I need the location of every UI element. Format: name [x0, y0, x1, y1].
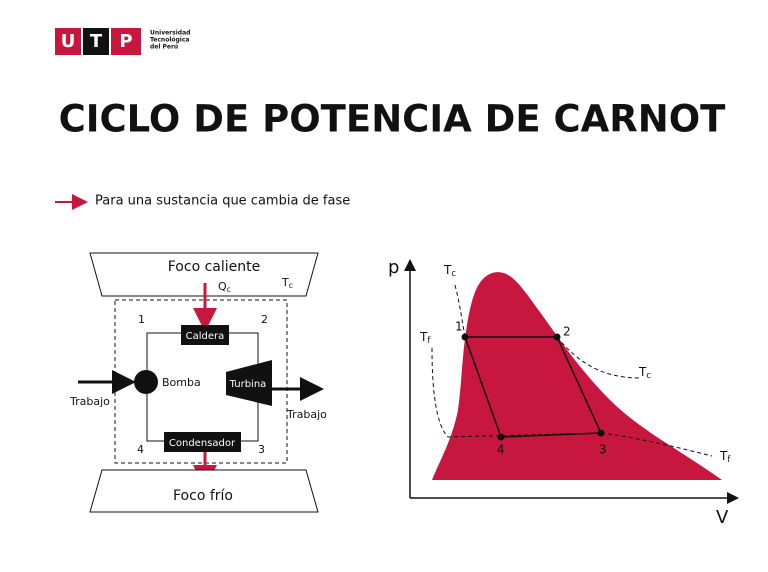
- state-label: 2: [261, 313, 268, 326]
- x-axis-label: V: [716, 507, 729, 528]
- heat-in: Qc: [218, 280, 231, 294]
- subscript: c: [646, 370, 651, 380]
- logo: U T P Universidad Tecnológica del Perú: [55, 28, 190, 55]
- symbol: T: [443, 263, 452, 277]
- left-diagram: Foco caliente Qc Tc 1 2 4 3 Caldera Cond…: [69, 252, 327, 513]
- boiler-box: [181, 325, 229, 345]
- boiler: Caldera: [186, 331, 225, 342]
- state-point: [553, 333, 561, 341]
- logo-box: [111, 28, 141, 55]
- university-name: Universidad: [150, 30, 190, 37]
- symbol: T: [638, 365, 647, 379]
- subscript: f: [727, 454, 731, 464]
- symbol: T: [281, 276, 289, 289]
- isotherm-label: Tc: [443, 263, 456, 278]
- university-name: Tecnológica: [150, 37, 189, 44]
- symbol: T: [419, 330, 428, 344]
- cold-source-box: [89, 469, 319, 513]
- isotherm-label: Tf: [419, 330, 431, 345]
- turbine: Turbina: [229, 379, 267, 390]
- right-diagram: p V 1 2 3 4 Tc Tf Tc Tf: [388, 257, 739, 528]
- university-name: del Perú: [150, 44, 178, 51]
- work-in: Trabajo: [69, 395, 110, 408]
- isotherm-label: Tf: [719, 449, 731, 464]
- logo-box: [83, 28, 109, 55]
- y-axis-label: p: [388, 257, 399, 278]
- condenser: Condensador: [169, 438, 236, 449]
- point-label: 1: [455, 320, 463, 334]
- state-label: 4: [137, 443, 144, 456]
- symbol: T: [719, 449, 728, 463]
- isotherm: [556, 336, 641, 379]
- state-point: [461, 333, 469, 341]
- isotherm-label: Tc: [638, 365, 651, 380]
- subscript: c: [289, 281, 293, 290]
- point-label: 4: [497, 443, 505, 457]
- saturation-dome: [432, 272, 722, 480]
- title: CICLO DE POTENCIA DE CARNOT: [59, 98, 727, 141]
- pump-icon: [134, 370, 158, 394]
- state-point: [497, 433, 505, 441]
- hot-temp: Tc: [281, 276, 293, 290]
- state-label: 1: [138, 313, 145, 326]
- logo-letter: P: [119, 31, 132, 52]
- state-label: 3: [258, 443, 265, 456]
- subscript: f: [427, 335, 431, 345]
- state-point: [597, 429, 605, 437]
- point-label: 2: [563, 325, 571, 339]
- symbol: Q: [218, 280, 227, 293]
- logo-box: [55, 28, 81, 55]
- turbine-icon: [226, 360, 272, 406]
- subtitle: Para una sustancia que cambia de fase: [95, 194, 350, 209]
- condenser-box: [164, 432, 241, 452]
- logo-letter: U: [61, 31, 76, 52]
- cold-source: Foco frío: [173, 488, 233, 504]
- isotherm: [431, 347, 713, 457]
- pump: Bomba: [162, 376, 201, 389]
- hot-source: Foco caliente: [168, 259, 260, 275]
- work-out: Trabajo: [286, 408, 327, 421]
- subscript: c: [227, 285, 231, 294]
- logo-letter: T: [90, 31, 103, 52]
- point-label: 3: [599, 443, 607, 457]
- subscript: c: [451, 268, 456, 278]
- hot-source-box: [89, 252, 319, 297]
